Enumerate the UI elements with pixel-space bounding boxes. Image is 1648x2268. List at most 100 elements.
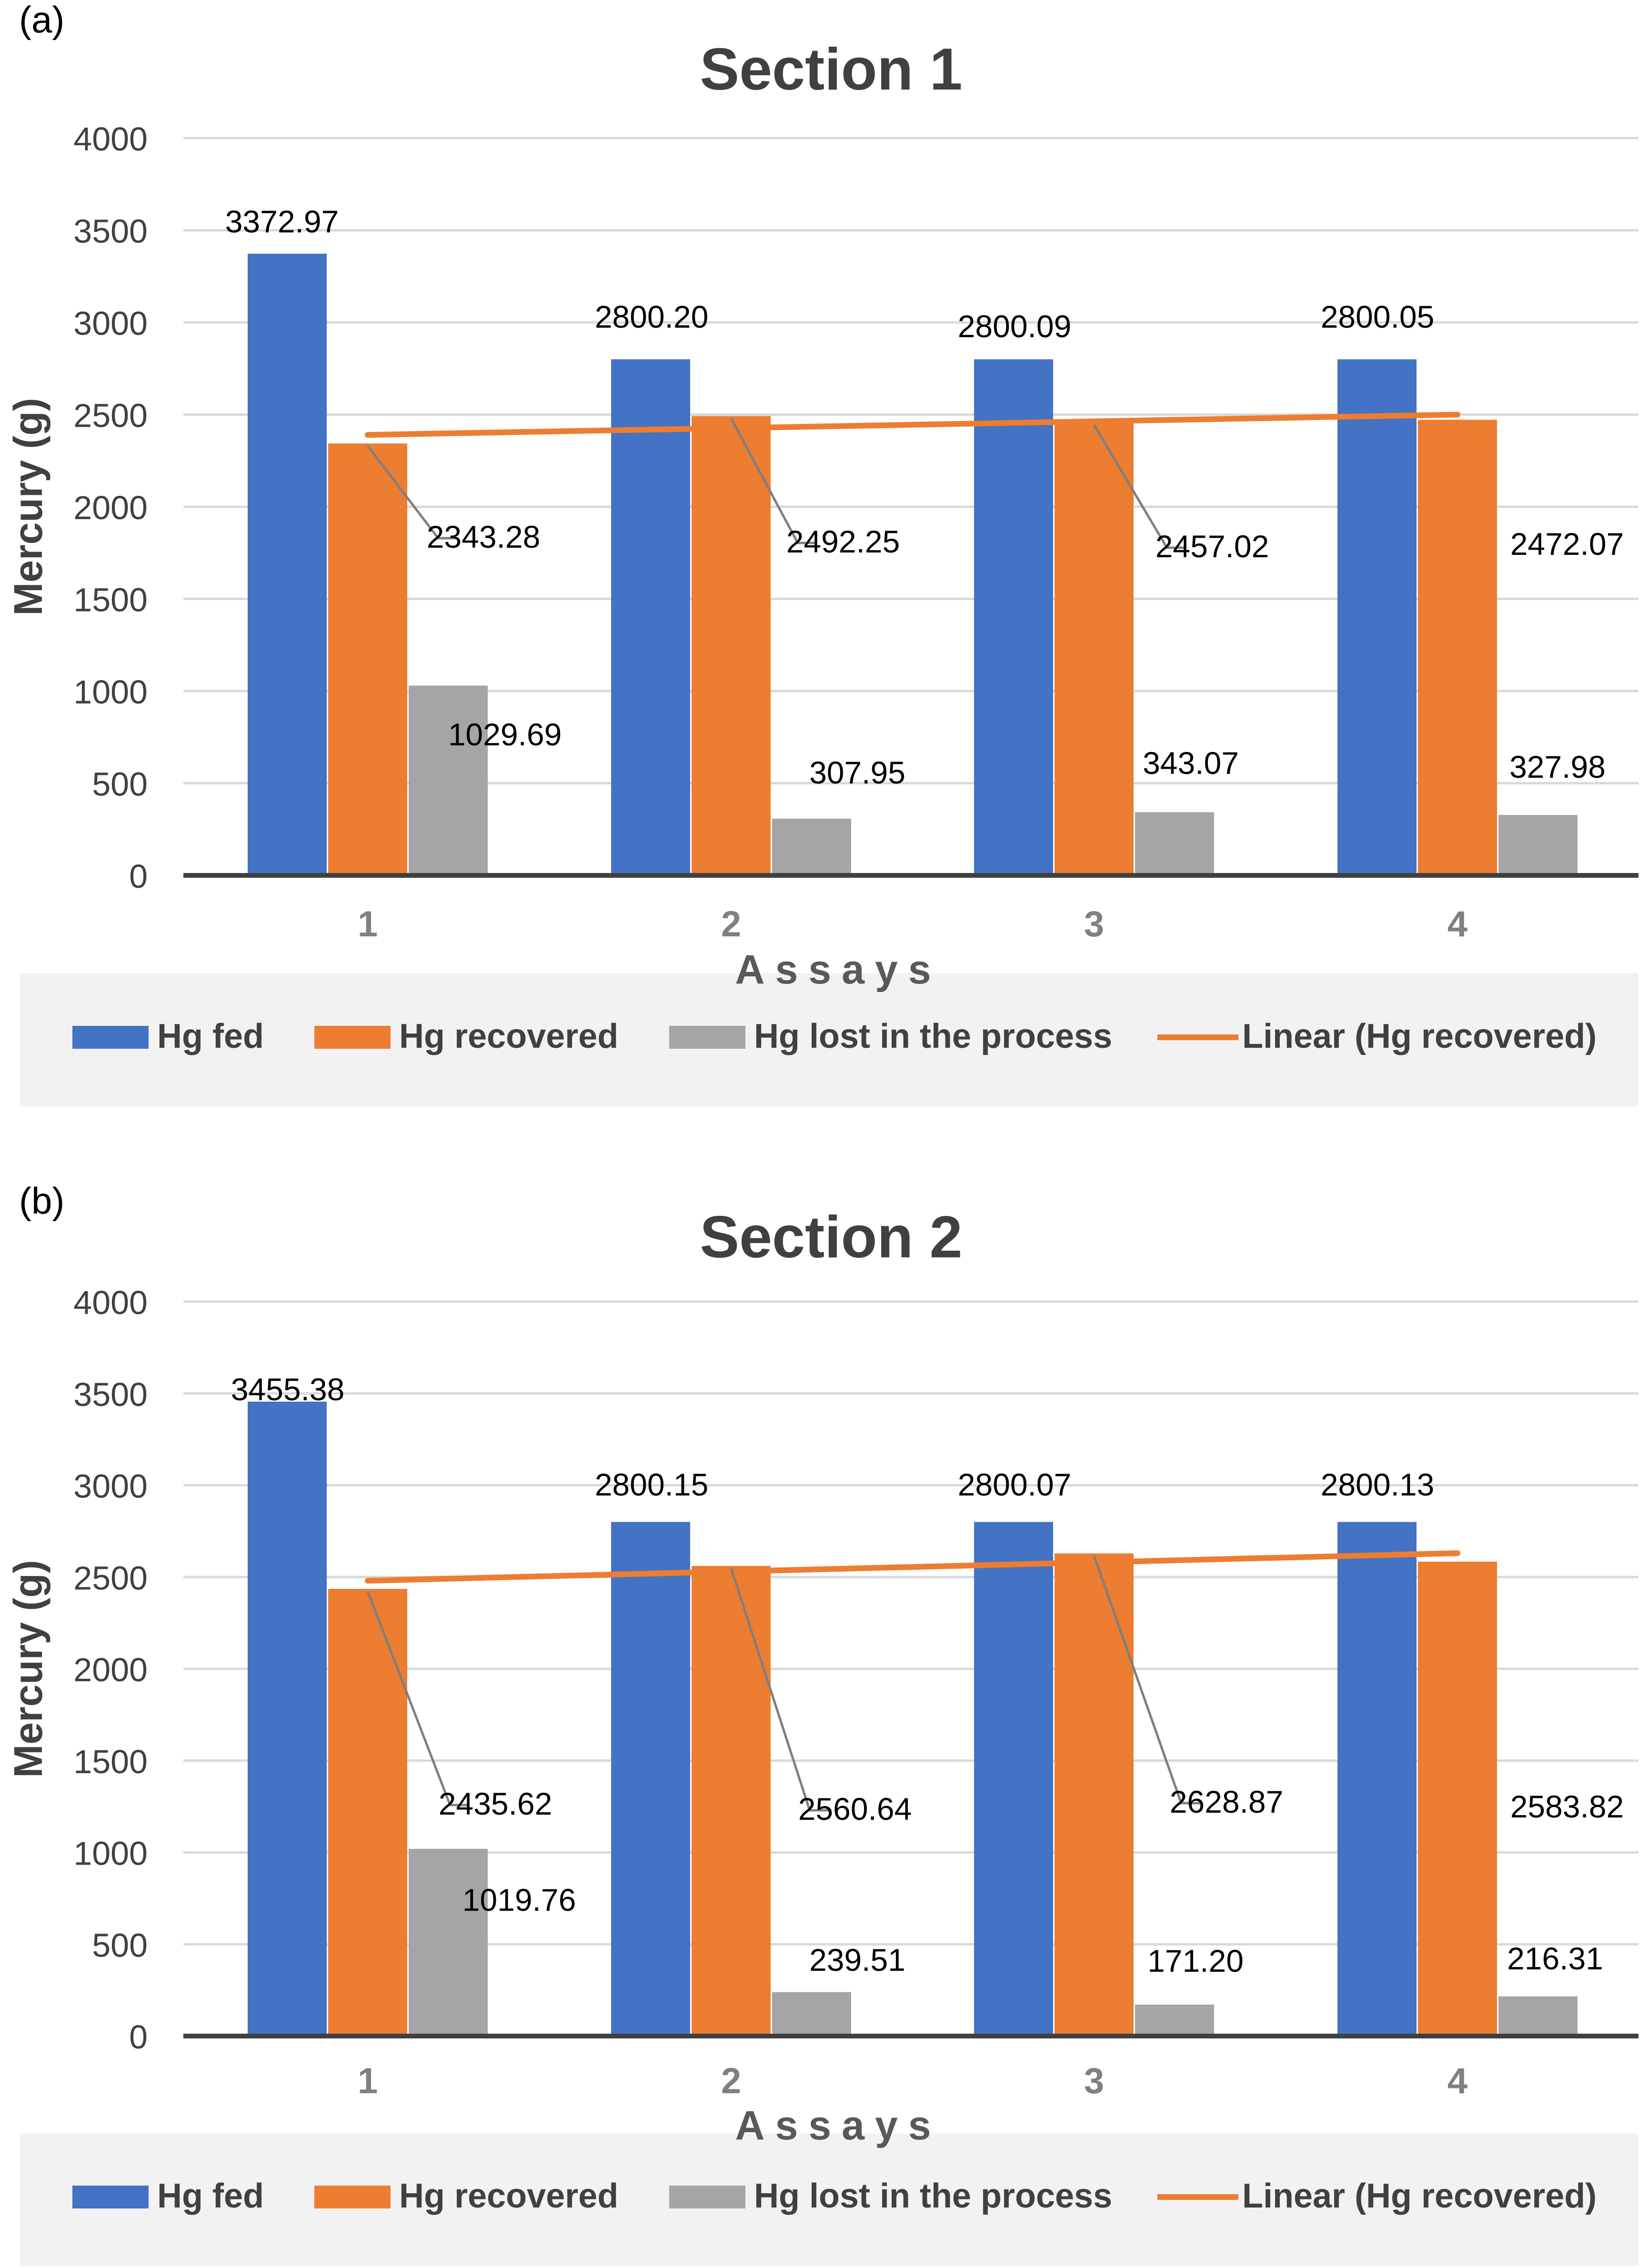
y-tick-label: 4000 [73,1284,148,1321]
bar-hg-fed [248,253,327,875]
y-tick-label: 1500 [73,1743,148,1780]
data-label-hg-recovered: 2560.64 [798,1791,912,1826]
x-tick-label: 2 [721,904,741,944]
legend-item-hg-fed: Hg fed [157,1017,264,1055]
y-tick-label: 1500 [73,582,148,619]
bar-hg-lost [772,1992,851,2036]
legend-item-hg-recovered: Hg recovered [399,2177,618,2215]
x-tick-label: 1 [358,904,378,944]
y-tick-label: 4000 [73,120,148,158]
data-label-hg-lost: 239.51 [809,1942,905,1977]
y-tick-label: 3000 [73,305,148,342]
x-tick-label: 4 [1447,2061,1467,2101]
legend-swatch-hg-fed [72,2186,149,2208]
legend-swatch-hg-fed [72,1026,149,1049]
y-tick-label: 2500 [73,1559,148,1596]
chart-svg-section-1: (a) Section 1 0 500 1000 1500 2000 2500 3000 3500… [6,0,1638,1106]
legend-swatch-hg-lost [669,1026,745,1049]
bar-hg-fed [611,359,690,876]
data-label-hg-fed: 3372.97 [225,204,339,239]
y-tick-label: 0 [129,858,148,895]
data-label-hg-lost: 307.95 [809,755,905,790]
chart-svg-section-2: (b) Section 2 0 500 1000 1500 2000 2500 3000 3500… [6,1180,1638,2266]
data-label-hg-recovered: 2343.28 [427,519,541,554]
bar-hg-lost [409,1848,488,2036]
y-axis-title: Mercury (g) [6,398,50,615]
legend-item-hg-lost: Hg lost in the process [754,2177,1112,2215]
leader-line [1093,424,1186,549]
x-tick-label: 3 [1084,904,1104,944]
data-label-hg-lost: 216.31 [1507,1941,1603,1976]
leader-line [367,445,457,540]
leader-line [366,1591,469,1806]
chart-title: Section 1 [700,37,962,102]
trendline-hg-recovered [365,411,1460,438]
legend-swatch-hg-lost [669,2186,745,2208]
data-label-hg-fed: 2800.07 [958,1467,1072,1502]
y-tick-label: 1000 [73,673,148,711]
bar-hg-lost [1135,812,1214,875]
bar-hg-fed [248,1401,327,2036]
chart-panel-b: (b) Section 2 0 500 1000 1500 2000 2500 3000 3500… [0,1162,1648,2266]
bar-hg-lost [1498,1996,1578,2036]
data-label-hg-fed: 2800.05 [1321,299,1435,334]
bar-hg-fed [974,359,1053,875]
legend-item-hg-fed: Hg fed [157,2177,264,2215]
legend-item-hg-lost: Hg lost in the process [754,1017,1112,1055]
legend-swatch-hg-recovered [314,2186,391,2208]
bar-hg-recovered [1055,422,1134,875]
bar-hg-lost [772,818,851,875]
bar-hg-lost [1135,2005,1214,2036]
x-tick-label: 4 [1447,904,1467,944]
trendline-hg-recovered [365,1550,1460,1584]
data-label-hg-fed: 2800.20 [595,299,709,334]
y-tick-label: 1000 [73,1835,148,1872]
bar-hg-fed [1337,1522,1417,2036]
data-label-hg-fed: 2800.15 [595,1467,709,1502]
legend-box [20,2134,1638,2266]
y-tick-label: 2000 [73,489,148,526]
y-tick-label: 2000 [73,1651,148,1688]
y-axis-title: Mercury (g) [6,1560,50,1777]
data-label-hg-recovered: 2472.07 [1510,526,1624,562]
data-label-hg-lost: 343.07 [1143,745,1239,781]
bar-hg-recovered [692,416,771,875]
data-label-hg-lost: 327.98 [1509,749,1606,784]
bar-hg-recovered [328,1589,407,2036]
y-tick-label: 3000 [73,1468,148,1505]
y-tick-label: 3500 [73,1376,148,1413]
legend-box [20,973,1638,1106]
x-tick-label: 3 [1084,2061,1104,2101]
legend-item-hg-recovered: Hg recovered [399,1017,618,1055]
bar-hg-recovered [692,1566,771,2036]
data-label-hg-lost: 1029.69 [448,717,562,752]
leader-line [730,418,817,544]
data-label-hg-recovered: 2492.25 [786,524,900,559]
legend-swatch-hg-recovered [314,1026,391,1049]
y-tick-label: 500 [92,1927,148,1964]
bar-hg-fed [611,1522,690,2036]
bar-hg-recovered [1418,420,1497,875]
x-axis-title: Assays [735,947,941,993]
chart-panel-a: (a) Section 1 0 500 1000 1500 2000 2500 3000 3500… [0,0,1648,1133]
bar-hg-recovered [1418,1561,1497,2036]
y-tick-label: 3500 [73,213,148,250]
x-tick-label: 2 [721,2061,741,2101]
bar-hg-fed [1337,359,1417,876]
panel-label: (b) [19,1180,64,1222]
data-label-hg-recovered: 2435.62 [439,1786,553,1821]
data-label-hg-fed: 2800.13 [1321,1467,1435,1502]
bar-hg-fed [974,1522,1053,2036]
y-tick-label: 0 [129,2018,148,2056]
data-label-hg-recovered: 2628.87 [1170,1784,1284,1819]
data-label-hg-recovered: 2457.02 [1156,529,1269,564]
legend-item-linear-trend: Linear (Hg recovered) [1242,1017,1597,1055]
bar-hg-lost [1498,815,1578,875]
x-axis-title: Assays [735,2103,941,2148]
data-label-hg-recovered: 2583.82 [1510,1789,1624,1824]
data-label-hg-fed: 3455.38 [231,1372,345,1407]
y-tick-label: 2500 [73,397,148,434]
data-label-hg-lost: 1019.76 [462,1882,576,1917]
data-label-hg-lost: 171.20 [1147,1943,1244,1978]
bar-hg-recovered [328,443,407,875]
